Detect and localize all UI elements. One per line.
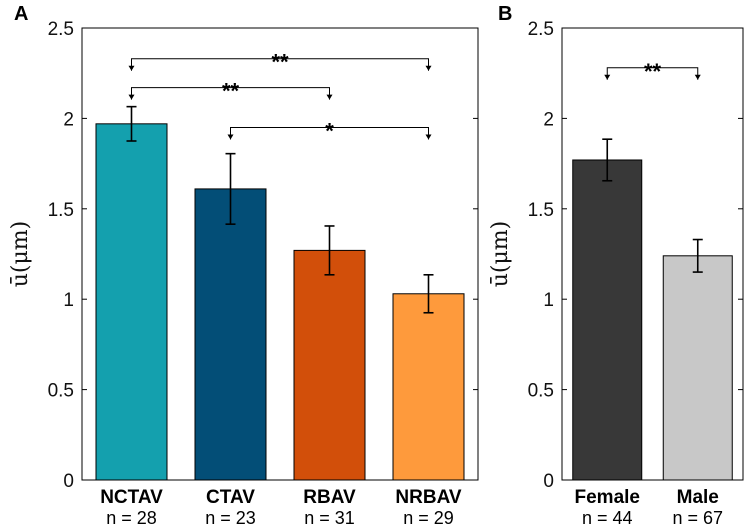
significance-bracket: ** [128,79,333,104]
error-bar-male [692,238,703,273]
y-tick-label: 1.5 [528,200,554,221]
category-label: CTAV [206,487,255,508]
sample-size-label: n = 44 [582,508,633,528]
significance-label: ** [271,50,289,75]
category-label: RBAV [303,487,356,508]
bracket-arrow [128,94,135,100]
axes-box [561,27,744,481]
significance-bracket: * [227,118,432,143]
sample-size-label: n = 29 [403,508,454,528]
bar-nctav [95,123,168,481]
bracket-line [131,87,330,100]
bar-nrbav [392,293,465,481]
sample-size-label: n = 67 [672,508,723,528]
bracket-arrow [694,74,701,80]
sample-size-label: n = 31 [304,508,355,528]
bracket-arrow [425,134,432,140]
panel-letter: B [498,3,512,25]
significance-label: * [325,118,334,143]
bar-rbav [293,249,366,481]
error-bar-ctav [225,152,236,225]
y-tick-label: 1 [63,290,74,311]
error-bar-female [602,138,613,182]
y-tick-label: 0.5 [48,381,74,402]
error-bar-rbav [324,225,335,276]
panel-letter: A [14,3,28,25]
significance-label: ** [644,59,662,84]
significance-bracket: ** [604,59,701,84]
y-tick-label: 0 [543,471,554,492]
y-tick-label: 2.5 [528,19,554,40]
bracket-arrow [128,65,135,71]
bar-female [572,159,643,481]
y-tick-label: 0 [63,471,74,492]
bar-male [662,255,733,481]
category-label: Male [677,487,719,508]
category-label: Female [575,487,640,508]
y-tick-label: 2 [63,109,74,130]
bracket-line [131,58,429,71]
sample-size-label: n = 23 [205,508,256,528]
category-label: NRBAV [395,487,461,508]
significance-bracket: ** [128,50,432,75]
bar-ctav [194,188,267,481]
error-bar-nctav [126,105,137,142]
bracket-line [606,67,699,80]
bracket-line [230,126,429,140]
y-tick-label: 2.5 [48,19,74,40]
y-tick-label: 2 [543,109,554,130]
axes-box [81,27,479,481]
y-tick-label: 1 [543,290,554,311]
sample-size-label: n = 28 [106,508,157,528]
bracket-arrow [604,74,611,80]
y-axis-label: ū(μm) [488,221,513,288]
error-bar-nrbav [423,273,434,314]
y-axis-label: ū(μm) [8,221,33,288]
bracket-arrow [425,65,432,71]
y-tick-label: 0.5 [528,381,554,402]
category-label: NCTAV [100,487,163,508]
y-tick-label: 1.5 [48,200,74,221]
bracket-arrow [227,134,234,140]
bracket-arrow [326,94,333,100]
significance-label: ** [222,79,240,104]
